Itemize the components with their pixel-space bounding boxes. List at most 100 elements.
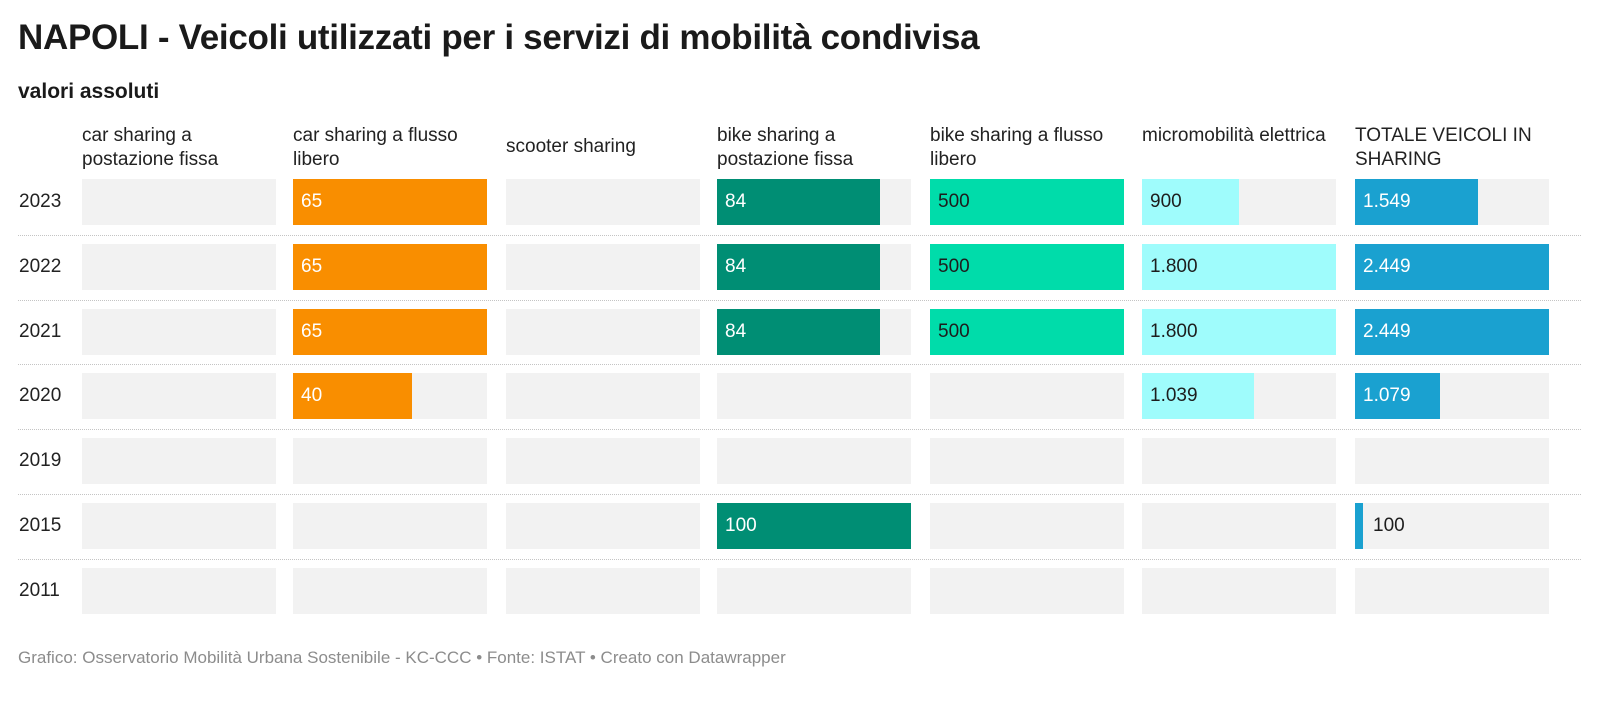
row-separator — [18, 558, 1581, 560]
data-label: 1.800 — [1150, 255, 1198, 277]
bar-car-sharing-a-flusso-libero-2021 — [293, 308, 487, 355]
data-label: 500 — [938, 320, 970, 342]
data-label: 84 — [725, 191, 747, 212]
data-label: 100 — [725, 515, 757, 536]
bar-totale-veicoli-in-sharing-2022 — [1355, 243, 1549, 290]
column-header-scooter-sharing: scooter sharing — [506, 136, 636, 157]
cell-background — [293, 503, 487, 549]
bar-bike-sharing-a-flusso-libero-2022 — [930, 243, 1124, 290]
cell-background — [82, 308, 276, 355]
column-header-totale-veicoli-in-sharing: TOTALE VEICOLI IN SHARING — [1355, 125, 1532, 170]
cell-background — [506, 308, 700, 355]
bar-bike-sharing-a-postazione-fissa-2021 — [717, 308, 880, 355]
cell-background — [82, 179, 276, 225]
column-header-car-sharing-a-flusso-libero: car sharing a flusso libero — [293, 125, 458, 170]
bar-bike-sharing-a-flusso-libero-2023 — [930, 179, 1124, 225]
data-label: 2.449 — [1363, 255, 1411, 277]
row-label-2021: 2021 — [19, 320, 62, 342]
data-label: 1.039 — [1150, 385, 1198, 407]
cell-background: 2.449 — [1355, 243, 1549, 290]
cell-background — [930, 503, 1124, 549]
cell-background: 65 — [293, 179, 487, 225]
cell-background — [506, 567, 700, 614]
cell-background: 500 — [930, 308, 1124, 355]
cell-background — [82, 373, 276, 420]
row-label-2020: 2020 — [19, 385, 62, 407]
bar-totale-veicoli-in-sharing-2021 — [1355, 308, 1549, 355]
cell-background — [717, 567, 911, 614]
cell-background — [717, 373, 911, 420]
bar-car-sharing-a-flusso-libero-2023 — [293, 179, 487, 225]
cell-background: 1.549 — [1355, 179, 1549, 225]
row-label-2011: 2011 — [19, 579, 60, 601]
cell-background — [82, 567, 276, 614]
bar-car-sharing-a-flusso-libero-2022 — [293, 243, 487, 290]
bar-micromobilita-elettrica-2020 — [1142, 373, 1254, 420]
bar-micromobilita-elettrica-2021 — [1142, 308, 1336, 355]
cell-background — [1142, 567, 1336, 614]
cell-background: 1.039 — [1142, 373, 1336, 420]
data-label: 65 — [301, 255, 323, 277]
row-separator — [18, 494, 1581, 495]
data-label: 65 — [301, 191, 323, 212]
column-header-bike-sharing-a-postazione-fissa: bike sharing a postazione fissa — [717, 125, 854, 170]
data-label: 900 — [1150, 191, 1182, 212]
cell-background — [930, 567, 1124, 614]
cell-background: 1.079 — [1355, 373, 1549, 420]
cell-background: 65 — [293, 308, 487, 355]
bar-totale-veicoli-in-sharing-2015 — [1355, 503, 1363, 549]
data-label: 100 — [1373, 515, 1405, 536]
cell-background — [1355, 438, 1549, 485]
cell-background: 1.800 — [1142, 243, 1336, 290]
cell-background: 84 — [717, 243, 911, 290]
bar-totale-veicoli-in-sharing-2023 — [1355, 179, 1478, 225]
row-label-2023: 2023 — [19, 191, 62, 212]
cell-background — [293, 567, 487, 614]
data-label: 500 — [938, 191, 970, 212]
bar-totale-veicoli-in-sharing-2020 — [1355, 373, 1440, 420]
data-label: 1.800 — [1150, 320, 1198, 342]
cell-background: 500 — [930, 243, 1124, 290]
cell-background — [930, 438, 1124, 485]
data-label: 65 — [301, 320, 323, 342]
data-label: 1.079 — [1363, 385, 1411, 407]
cell-background — [82, 243, 276, 290]
row-separator — [18, 429, 1581, 431]
bar-micromobilita-elettrica-2023 — [1142, 179, 1239, 225]
bar-bike-sharing-a-postazione-fissa-2015 — [717, 503, 911, 549]
bar-bike-sharing-a-postazione-fissa-2023 — [717, 179, 880, 225]
cell-background: 2.449 — [1355, 308, 1549, 355]
chart-footer: Grafico: Osservatorio Mobilità Urbana So… — [18, 648, 786, 667]
cell-background: 40 — [293, 373, 487, 420]
chart-title: NAPOLI - Veicoli utilizzati per i serviz… — [18, 18, 980, 57]
data-label: 1.549 — [1363, 191, 1411, 212]
chart-subtitle: valori assoluti — [18, 80, 160, 103]
data-label: 84 — [725, 320, 747, 342]
cell-background — [1142, 503, 1336, 549]
data-label: 500 — [938, 255, 970, 277]
cell-background: 84 — [717, 308, 911, 355]
column-header-car-sharing-a-postazione-fissa: car sharing a postazione fissa — [82, 125, 219, 170]
cell-background — [506, 503, 700, 549]
data-label: 84 — [725, 255, 747, 277]
bar-micromobilita-elettrica-2022 — [1142, 243, 1336, 290]
row-label-2022: 2022 — [19, 255, 62, 277]
data-label: 40 — [301, 385, 323, 407]
cell-background: 100 — [717, 503, 911, 549]
cell-background — [82, 438, 276, 485]
row-label-2019: 2019 — [19, 450, 62, 472]
row-separator — [18, 364, 1581, 366]
cell-background — [1355, 567, 1549, 614]
column-header-bike-sharing-a-flusso-libero: bike sharing a flusso libero — [930, 125, 1104, 170]
cell-background — [717, 438, 911, 485]
cell-background — [293, 438, 487, 485]
row-separator — [18, 234, 1581, 236]
cell-background — [506, 438, 700, 485]
cell-background — [506, 243, 700, 290]
cell-background: 1.800 — [1142, 308, 1336, 355]
cell-background — [82, 503, 276, 549]
cell-background: 900 — [1142, 179, 1336, 225]
cell-background: 84 — [717, 179, 911, 225]
cell-background — [506, 373, 700, 420]
cell-background — [930, 373, 1124, 420]
